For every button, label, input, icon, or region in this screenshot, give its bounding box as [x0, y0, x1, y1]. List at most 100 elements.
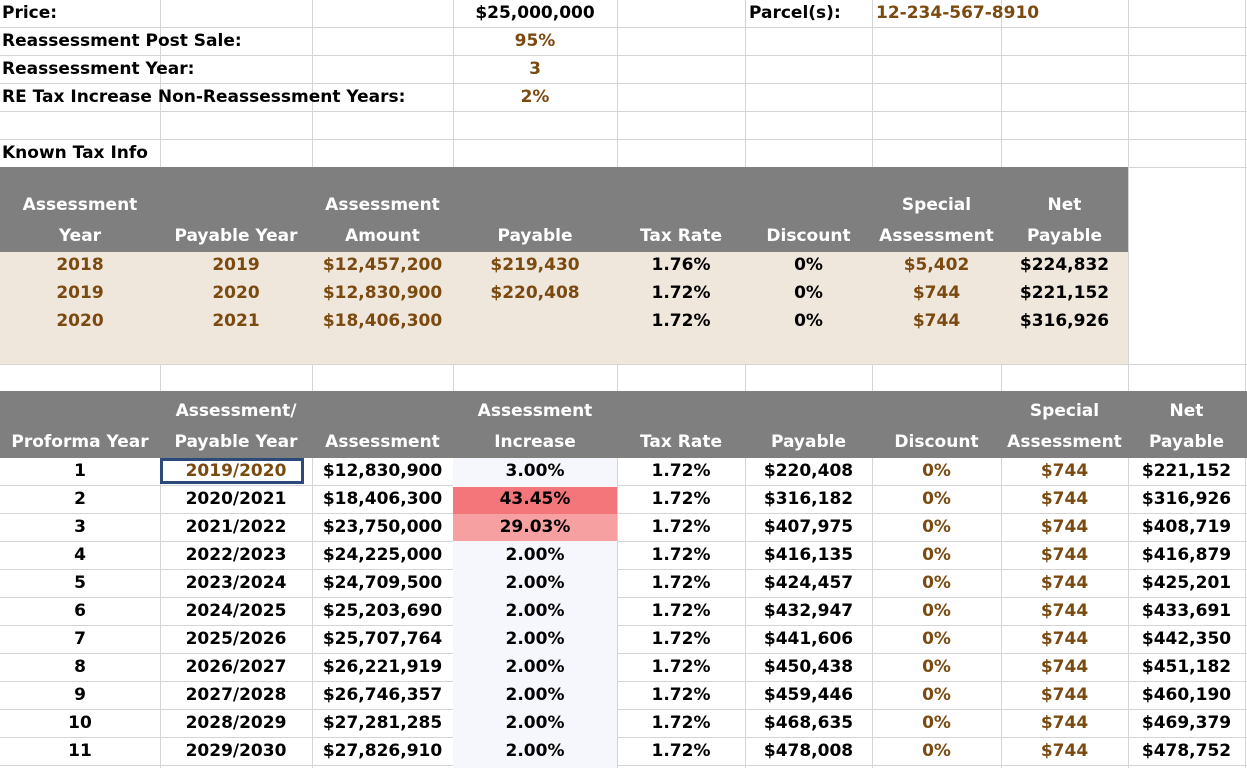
proforma-cell-increase[interactable]: 3.00% [505, 461, 565, 481]
proforma-cell-assessment[interactable]: $12,830,900 [322, 461, 443, 481]
proforma-cell-increase[interactable]: 43.45% [499, 489, 571, 509]
active-cell-selection[interactable] [160, 458, 304, 484]
proforma-cell-special-assessment[interactable]: $744 [1040, 713, 1089, 733]
proforma-cell-proforma-year[interactable]: 8 [74, 657, 86, 677]
proforma-cell-payable[interactable]: $468,635 [763, 713, 854, 733]
proforma-cell-special-assessment[interactable]: $744 [1040, 741, 1089, 761]
proforma-cell-tax-rate[interactable]: 1.72% [651, 741, 711, 761]
reassessment-cell[interactable]: 95% [514, 31, 556, 51]
proforma-cell-tax-rate[interactable]: 1.72% [651, 657, 711, 677]
proforma-cell-special-assessment[interactable]: $744 [1040, 489, 1089, 509]
proforma-cell-payable-year[interactable]: 2019/2020 [185, 461, 287, 481]
proforma-cell-assessment[interactable]: $25,707,764 [322, 629, 443, 649]
proforma-cell-net-payable[interactable]: $442,350 [1141, 629, 1232, 649]
proforma-cell-assessment[interactable]: $24,225,000 [322, 545, 443, 565]
known-cell-payable-year[interactable]: 2020 [212, 283, 260, 303]
proforma-cell-discount[interactable]: 0% [922, 573, 951, 593]
proforma-cell-net-payable[interactable]: $478,752 [1141, 741, 1232, 761]
proforma-cell-discount[interactable]: 0% [922, 629, 951, 649]
proforma-cell-increase[interactable]: 2.00% [505, 629, 565, 649]
proforma-cell-payable-year[interactable]: 2025/2026 [185, 629, 287, 649]
price-cell[interactable]: $25,000,000 [475, 3, 595, 23]
known-cell-assessment-year[interactable]: 2019 [56, 283, 104, 303]
known-cell-tax-rate[interactable]: 1.76% [651, 255, 711, 275]
proforma-cell-tax-rate[interactable]: 1.72% [651, 685, 711, 705]
proforma-cell-assessment[interactable]: $27,826,910 [322, 741, 443, 761]
proforma-cell-increase[interactable]: 2.00% [505, 545, 565, 565]
proforma-cell-discount[interactable]: 0% [922, 461, 951, 481]
proforma-cell-payable-year[interactable]: 2024/2025 [185, 601, 287, 621]
proforma-cell-payable[interactable]: $478,008 [763, 741, 854, 761]
proforma-cell-special-assessment[interactable]: $744 [1040, 461, 1089, 481]
reassessment-year-cell[interactable]: 3 [529, 59, 541, 79]
known-cell-assessment-year[interactable]: 2020 [56, 311, 104, 331]
proforma-cell-special-assessment[interactable]: $744 [1040, 573, 1089, 593]
known-cell-discount[interactable]: 0% [794, 255, 823, 275]
proforma-cell-proforma-year[interactable]: 9 [74, 685, 86, 705]
proforma-cell-discount[interactable]: 0% [922, 601, 951, 621]
proforma-cell-tax-rate[interactable]: 1.72% [651, 461, 711, 481]
proforma-cell-special-assessment[interactable]: $744 [1040, 685, 1089, 705]
proforma-cell-payable-year[interactable]: 2026/2027 [185, 657, 287, 677]
proforma-cell-assessment[interactable]: $18,406,300 [322, 489, 443, 509]
known-cell-payable-year[interactable]: 2021 [212, 311, 260, 331]
proforma-cell-increase[interactable]: 2.00% [505, 601, 565, 621]
known-cell-tax-rate[interactable]: 1.72% [651, 311, 711, 331]
proforma-cell-net-payable[interactable]: $425,201 [1141, 573, 1232, 593]
proforma-cell-increase[interactable]: 2.00% [505, 713, 565, 733]
proforma-cell-net-payable[interactable]: $451,182 [1141, 657, 1232, 677]
known-cell-tax-rate[interactable]: 1.72% [651, 283, 711, 303]
known-cell-net-payable[interactable]: $224,832 [1019, 255, 1110, 275]
proforma-cell-increase[interactable]: 2.00% [505, 657, 565, 677]
proforma-cell-special-assessment[interactable]: $744 [1040, 545, 1089, 565]
proforma-cell-payable-year[interactable]: 2028/2029 [185, 713, 287, 733]
proforma-cell-payable[interactable]: $220,408 [763, 461, 854, 481]
proforma-cell-net-payable[interactable]: $316,926 [1141, 489, 1232, 509]
proforma-cell-tax-rate[interactable]: 1.72% [651, 601, 711, 621]
proforma-cell-assessment[interactable]: $26,221,919 [322, 657, 443, 677]
proforma-cell-payable-year[interactable]: 2022/2023 [185, 545, 287, 565]
proforma-cell-proforma-year[interactable]: 6 [74, 601, 86, 621]
known-cell-discount[interactable]: 0% [794, 283, 823, 303]
proforma-cell-special-assessment[interactable]: $744 [1040, 601, 1089, 621]
proforma-cell-discount[interactable]: 0% [922, 657, 951, 677]
known-cell-discount[interactable]: 0% [794, 311, 823, 331]
proforma-cell-payable[interactable]: $441,606 [763, 629, 854, 649]
parcel-cell[interactable]: 12-234-567-8910 [876, 3, 1040, 23]
proforma-cell-increase[interactable]: 29.03% [499, 517, 571, 537]
proforma-cell-tax-rate[interactable]: 1.72% [651, 713, 711, 733]
proforma-cell-payable[interactable]: $316,182 [763, 489, 854, 509]
known-cell-payable-year[interactable]: 2019 [212, 255, 260, 275]
proforma-cell-tax-rate[interactable]: 1.72% [651, 517, 711, 537]
proforma-cell-net-payable[interactable]: $433,691 [1141, 601, 1232, 621]
proforma-cell-net-payable[interactable]: $469,379 [1141, 713, 1232, 733]
proforma-cell-tax-rate[interactable]: 1.72% [651, 489, 711, 509]
proforma-cell-payable[interactable]: $407,975 [763, 517, 854, 537]
proforma-cell-payable-year[interactable]: 2020/2021 [185, 489, 287, 509]
proforma-cell-discount[interactable]: 0% [922, 713, 951, 733]
proforma-cell-discount[interactable]: 0% [922, 517, 951, 537]
proforma-cell-proforma-year[interactable]: 10 [68, 713, 92, 733]
proforma-cell-net-payable[interactable]: $460,190 [1141, 685, 1232, 705]
proforma-cell-increase[interactable]: 2.00% [505, 741, 565, 761]
proforma-cell-proforma-year[interactable]: 7 [74, 629, 86, 649]
proforma-cell-special-assessment[interactable]: $744 [1040, 517, 1089, 537]
proforma-cell-proforma-year[interactable]: 2 [74, 489, 86, 509]
proforma-cell-increase[interactable]: 2.00% [505, 685, 565, 705]
known-cell-net-payable[interactable]: $316,926 [1019, 311, 1110, 331]
proforma-cell-net-payable[interactable]: $221,152 [1141, 461, 1232, 481]
proforma-cell-proforma-year[interactable]: 4 [74, 545, 86, 565]
known-cell-assessment-amount[interactable]: $12,457,200 [322, 255, 443, 275]
proforma-cell-net-payable[interactable]: $416,879 [1141, 545, 1232, 565]
proforma-cell-assessment[interactable]: $24,709,500 [322, 573, 443, 593]
proforma-cell-payable[interactable]: $450,438 [763, 657, 854, 677]
proforma-cell-assessment[interactable]: $25,203,690 [322, 601, 443, 621]
known-cell-special-assessment[interactable]: $5,402 [903, 255, 970, 275]
proforma-cell-special-assessment[interactable]: $744 [1040, 657, 1089, 677]
proforma-cell-discount[interactable]: 0% [922, 545, 951, 565]
known-cell-special-assessment[interactable]: $744 [912, 311, 961, 331]
proforma-cell-proforma-year[interactable]: 3 [74, 517, 86, 537]
proforma-cell-increase[interactable]: 2.00% [505, 573, 565, 593]
known-cell-special-assessment[interactable]: $744 [912, 283, 961, 303]
proforma-cell-tax-rate[interactable]: 1.72% [651, 629, 711, 649]
